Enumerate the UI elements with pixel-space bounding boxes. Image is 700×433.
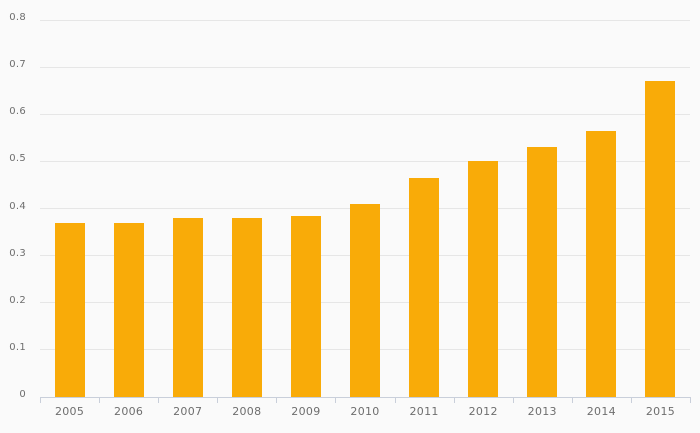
gridline — [40, 160, 690, 162]
x-tick-label: 2010 — [350, 405, 380, 418]
bar-2014 — [586, 130, 617, 397]
x-axis-tick — [512, 397, 514, 403]
y-tick-label: 0.2 — [9, 294, 26, 306]
x-tick-label: 2014 — [586, 405, 616, 418]
x-axis-tick — [571, 397, 573, 403]
x-tick-label: 2009 — [291, 405, 321, 418]
x-axis-tick — [276, 397, 278, 403]
bar-2010 — [350, 203, 380, 397]
bar-2009 — [290, 215, 321, 397]
bar-2013 — [527, 147, 558, 397]
x-axis-tick — [217, 397, 219, 403]
x-tick-label: 2005 — [54, 405, 85, 418]
x-axis-tick — [99, 397, 101, 403]
x-tick-label: 2013 — [527, 405, 557, 418]
bar-2006 — [113, 222, 144, 397]
x-axis-line — [40, 397, 690, 398]
x-tick-label: 2007 — [173, 405, 203, 418]
x-axis-tick — [453, 397, 455, 403]
gridline — [40, 113, 690, 115]
x-tick-label: 2008 — [232, 405, 262, 418]
y-tick-label: 0.7 — [9, 59, 26, 71]
y-tick-label: 0 — [19, 389, 26, 400]
x-tick-label: 2015 — [645, 405, 676, 418]
x-axis-tick — [158, 397, 160, 403]
x-axis-tick — [630, 397, 632, 403]
y-tick-label: 0.4 — [9, 200, 26, 212]
x-tick-label: 2012 — [468, 405, 498, 418]
x-axis-tick — [335, 397, 337, 403]
y-tick-label: 0.8 — [9, 12, 26, 23]
bar-2015 — [645, 81, 676, 397]
gridline — [40, 66, 690, 68]
x-axis-tick — [40, 397, 41, 403]
bar-2007 — [172, 217, 203, 397]
y-tick-label: 0.1 — [9, 341, 26, 353]
x-tick-label: 2011 — [409, 405, 439, 418]
x-tick-label: 2006 — [114, 405, 144, 418]
bar-2012 — [468, 161, 499, 397]
y-tick-label: 0.5 — [9, 153, 26, 165]
bar-2005 — [54, 222, 85, 397]
gridline — [40, 19, 690, 21]
x-axis-tick — [690, 397, 691, 403]
bar-2008 — [231, 217, 262, 397]
x-axis-tick — [394, 397, 396, 403]
y-tick-label: 0.6 — [9, 106, 26, 118]
bar-2011 — [409, 177, 440, 397]
y-tick-label: 0.3 — [9, 247, 26, 259]
